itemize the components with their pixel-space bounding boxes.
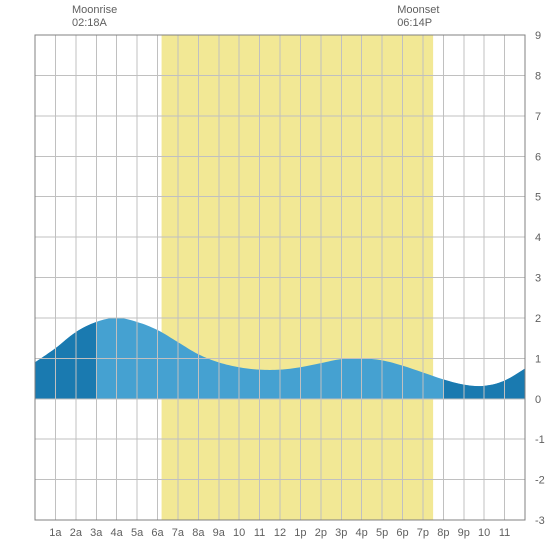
svg-text:7: 7 xyxy=(535,111,541,123)
svg-text:2: 2 xyxy=(535,313,541,325)
svg-text:9p: 9p xyxy=(458,527,470,539)
svg-text:4p: 4p xyxy=(356,527,368,539)
svg-text:1: 1 xyxy=(535,353,541,365)
svg-text:1a: 1a xyxy=(49,527,62,539)
svg-text:7a: 7a xyxy=(172,527,185,539)
svg-text:11: 11 xyxy=(254,527,265,539)
svg-text:-3: -3 xyxy=(535,515,545,527)
svg-text:9a: 9a xyxy=(213,527,226,539)
svg-text:2p: 2p xyxy=(315,527,327,539)
svg-text:7p: 7p xyxy=(417,527,429,539)
svg-text:4: 4 xyxy=(535,232,541,244)
svg-text:0: 0 xyxy=(535,394,541,406)
chart-svg: 1a2a3a4a5a6a7a8a9a1011121p2p3p4p5p6p7p8p… xyxy=(0,0,550,550)
svg-text:10: 10 xyxy=(233,527,245,539)
svg-text:5: 5 xyxy=(535,192,541,204)
svg-text:3: 3 xyxy=(535,273,541,285)
svg-text:5a: 5a xyxy=(131,527,144,539)
svg-text:-2: -2 xyxy=(535,475,545,487)
svg-text:6p: 6p xyxy=(396,527,408,539)
svg-text:12: 12 xyxy=(274,527,286,539)
tide-chart: Moonrise 02:18A Moonset 06:14P 1a2a3a4a5… xyxy=(0,0,550,550)
svg-text:11: 11 xyxy=(499,527,510,539)
svg-text:2a: 2a xyxy=(70,527,83,539)
svg-text:8: 8 xyxy=(535,70,541,82)
svg-text:1p: 1p xyxy=(294,527,306,539)
svg-text:5p: 5p xyxy=(376,527,388,539)
svg-text:3p: 3p xyxy=(335,527,347,539)
svg-text:10: 10 xyxy=(478,527,490,539)
svg-text:8a: 8a xyxy=(192,527,205,539)
svg-text:8p: 8p xyxy=(437,527,449,539)
svg-text:6: 6 xyxy=(535,151,541,163)
svg-text:9: 9 xyxy=(535,30,541,42)
svg-text:6a: 6a xyxy=(151,527,164,539)
svg-text:3a: 3a xyxy=(90,527,103,539)
svg-text:-1: -1 xyxy=(535,434,545,446)
svg-text:4a: 4a xyxy=(111,527,124,539)
